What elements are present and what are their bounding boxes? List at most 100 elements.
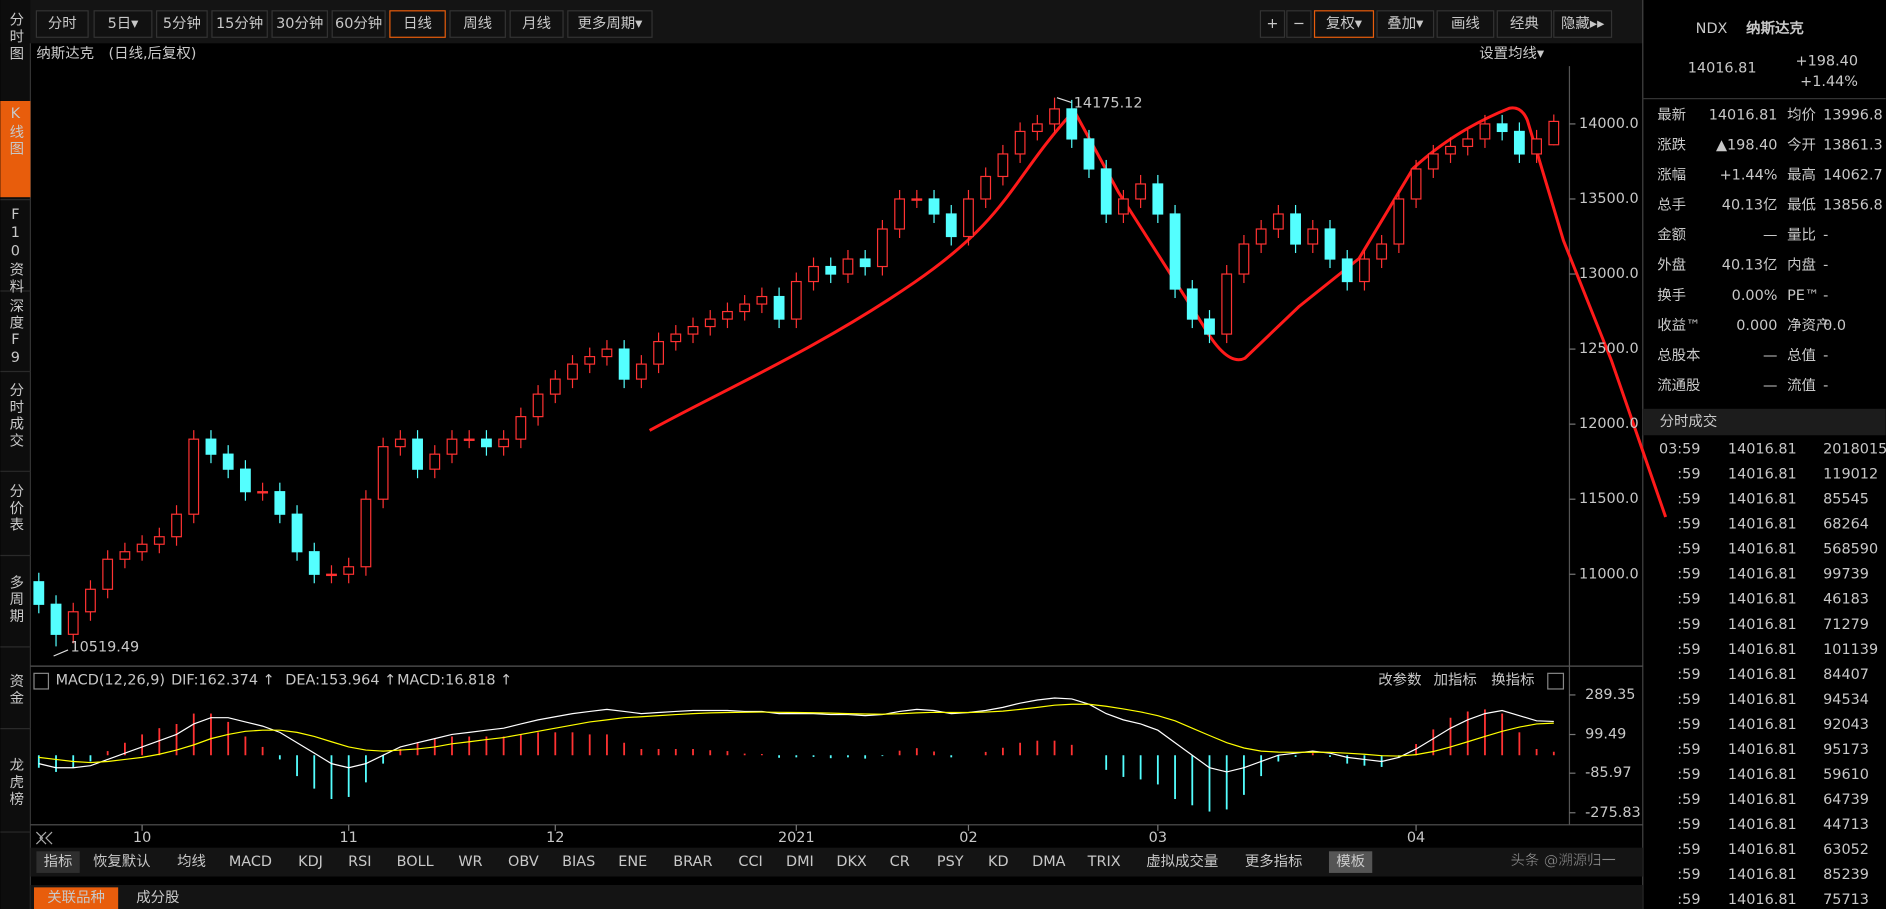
indicator-tab[interactable]: RSI [348,854,371,870]
tool-button[interactable] [1553,10,1613,38]
indicator-tab[interactable]: OBV [508,854,539,870]
indicator-tab[interactable]: DMA [1032,854,1066,870]
period-label[interactable]: 5日▾ [108,16,140,32]
indicator-tab[interactable]: 模板 [1336,852,1365,870]
stat-label: 涨跌 [1657,136,1686,153]
close-icon[interactable] [1547,672,1565,690]
tool-label[interactable]: 隐藏▸▸ [1561,15,1605,32]
period-label[interactable]: 5分钟 [163,15,201,32]
indicator-tab[interactable]: PSY [937,854,964,870]
sidebar-tab[interactable]: 多周期 [7,574,23,625]
period-label[interactable]: 30分钟 [276,15,323,32]
sidebar-active [0,101,31,198]
sidebar-tab[interactable]: 深度F9 [7,298,23,369]
indicator-tab[interactable]: 恢复默认 [93,852,151,870]
indicator-tab[interactable]: 均线 [177,853,206,870]
candle-body [1513,130,1525,155]
sidebar-tab[interactable]: K线图 [7,106,23,158]
indicator-tab[interactable]: BRAR [673,854,712,870]
tool-button[interactable] [1259,10,1286,38]
settings-button[interactable]: 设置均线▾ [1479,45,1545,62]
indicator-tab[interactable]: CR [890,854,910,870]
period-button[interactable] [211,10,268,38]
sidebar-tab[interactable]: 分时成交 [7,382,23,450]
tool-button[interactable] [1286,10,1312,38]
indicator-button[interactable]: 换指标 [1491,672,1534,689]
period-button[interactable] [567,10,653,38]
period-button[interactable] [35,10,89,38]
indicator-tab[interactable]: 指标 [44,853,73,870]
period-button[interactable] [449,10,506,38]
indicator-tab[interactable]: CCI [738,854,762,870]
scroll-left[interactable] [39,831,53,845]
period-label[interactable]: 月线 [522,15,551,32]
indicator-tab[interactable]: KDJ [298,854,323,870]
trade-volume: 85545 [1823,492,1869,508]
period-label[interactable]: 更多周期▾ [578,15,644,32]
period-label[interactable]: 日线 [403,15,432,32]
stat-label: 内盘 [1787,256,1816,274]
period-button[interactable] [271,10,328,38]
indicator-tab[interactable]: 虚拟成交量 [1146,852,1218,870]
trade-price: 14016.81 [1728,542,1797,558]
indicator-tab[interactable]: DMI [786,854,814,870]
tool-label[interactable]: 叠加▾ [1387,15,1424,32]
tool-button[interactable] [1313,10,1375,38]
candle-body [532,393,544,418]
bottom-tab[interactable]: 关联品种 [47,889,105,906]
period-label[interactable]: 60分钟 [335,15,382,32]
trade-volume: 99739 [1823,567,1869,583]
macd-line [38,703,1554,764]
sidebar-tab[interactable]: 龙虎榜 [7,757,23,808]
period-label[interactable]: 15分钟 [216,15,263,32]
period-label[interactable]: 分时 [48,15,77,32]
tab-bg [1328,851,1373,873]
macd-title: MACD(12,26,9) [56,673,165,689]
indicator-tab[interactable]: KD [988,854,1009,870]
tool-button[interactable] [1496,10,1553,38]
candle-body [945,213,957,238]
indicator-tab[interactable]: ENE [618,854,647,870]
period-button[interactable] [509,10,564,38]
candle-body [1531,138,1543,155]
candle-body [429,453,441,470]
trade-time: :59 [1677,542,1700,558]
bottom-tab[interactable]: 成分股 [136,889,179,906]
indicator-tab[interactable]: DKX [836,854,867,870]
tool-label[interactable]: 经典 [1510,15,1539,32]
tool-label[interactable]: 画线 [1451,15,1480,32]
sidebar-tab[interactable]: 分时图 [7,12,23,63]
help-icon[interactable] [33,672,50,690]
candle-body [911,198,923,201]
candle-body [739,303,751,313]
tool-button[interactable] [1436,10,1495,38]
sidebar-tab[interactable]: 资金 [7,673,23,707]
indicator-tab[interactable]: BOLL [397,854,434,870]
tool-label[interactable]: − [1293,16,1305,32]
candle-body [1548,120,1560,146]
trade-time: :59 [1677,817,1700,833]
sidebar-tab[interactable]: 分价表 [7,483,23,534]
tool-label[interactable]: 复权▾ [1326,14,1363,32]
indicator-tab[interactable]: BIAS [562,854,595,870]
tool-label[interactable]: + [1266,16,1278,32]
period-button[interactable] [93,10,153,38]
sidebar-tab[interactable]: F10资料 [7,207,23,296]
period-button[interactable] [331,10,386,38]
indicator-tab[interactable]: WR [458,854,482,870]
candle-body [928,198,940,215]
indicator-button[interactable]: 改参数 [1378,672,1421,689]
scroll-icon[interactable] [35,831,44,845]
period-button[interactable] [389,10,446,38]
indicator-tab[interactable]: TRIX [1087,854,1121,870]
stat-label: 最高 [1787,167,1816,184]
period-label[interactable]: 周线 [463,15,492,32]
trade-time: :59 [1677,742,1700,758]
trade-time: :59 [1677,792,1700,808]
indicator-button[interactable]: 加指标 [1434,672,1477,689]
indicator-tab[interactable]: 更多指标 [1245,853,1303,870]
trade-price: 14016.81 [1728,742,1797,758]
tool-button[interactable] [1376,10,1435,38]
period-button[interactable] [156,10,208,38]
indicator-tab[interactable]: MACD [229,854,272,870]
